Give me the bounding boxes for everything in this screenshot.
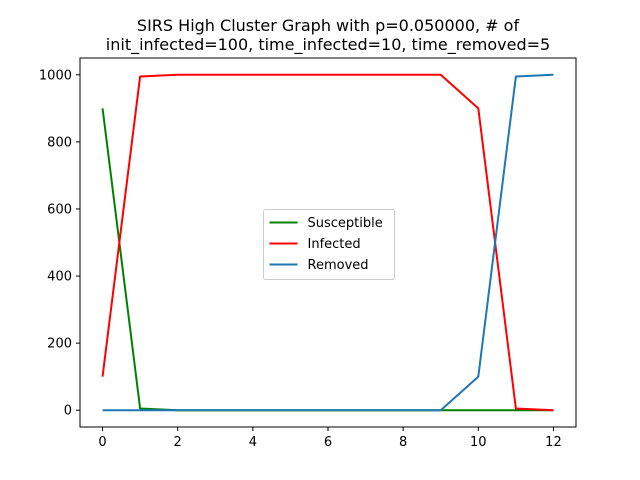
legend-label-removed: Removed [308, 258, 369, 273]
x-tick-label: 8 [399, 435, 407, 450]
x-tick-label: 6 [324, 435, 332, 450]
y-tick-label: 800 [47, 135, 72, 150]
y-tick-label: 0 [64, 404, 72, 419]
x-tick-label: 2 [174, 435, 182, 450]
chart-title-line-2: init_infected=100, time_infected=10, tim… [106, 35, 550, 55]
x-tick-label: 10 [470, 435, 487, 450]
y-tick-label: 1000 [39, 68, 72, 83]
x-tick-label: 12 [545, 435, 562, 450]
legend-label-infected: Infected [308, 237, 361, 252]
y-tick-label: 400 [47, 270, 72, 285]
legend-label-susceptible: Susceptible [308, 216, 383, 231]
legend: Susceptible Infected Removed [264, 210, 395, 280]
x-tick-label: 4 [249, 435, 257, 450]
chart-title-line-1: SIRS High Cluster Graph with p=0.050000,… [137, 16, 520, 35]
y-tick-label: 600 [47, 202, 72, 217]
x-tick-label: 0 [98, 435, 106, 450]
y-tick-label: 200 [47, 337, 72, 352]
